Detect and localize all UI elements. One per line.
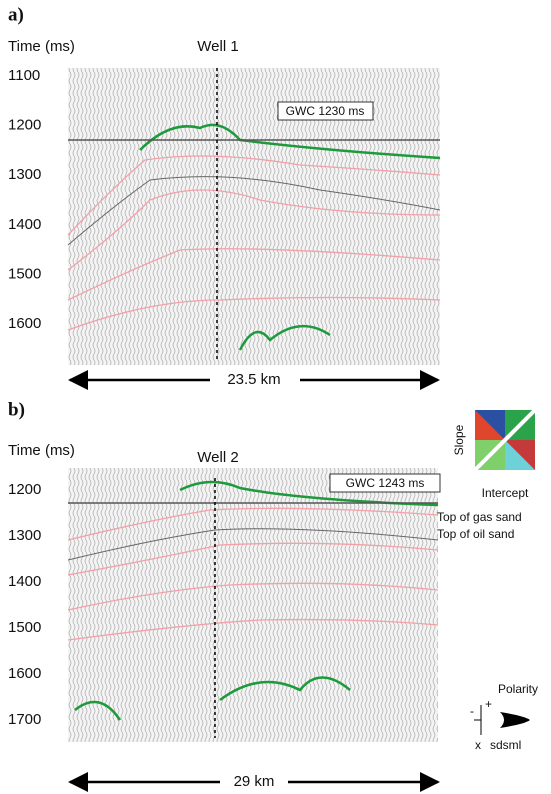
legend-polarity: Polarity: [498, 682, 538, 696]
y-tick-label: 1200: [8, 481, 41, 498]
y-tick-label: 1600: [8, 665, 41, 682]
seismic-section: [67, 468, 439, 742]
y-tick-label: 1700: [8, 711, 41, 728]
well-name: Well 2: [197, 449, 238, 466]
y-tick-label: 1100: [8, 67, 40, 84]
legend-x: x: [475, 738, 481, 752]
well-name: Well 1: [197, 38, 238, 55]
legend-top-gas: Top of gas sand: [437, 510, 522, 524]
seismic-section: [67, 68, 441, 365]
gwc-label: GWC 1243 ms: [346, 476, 425, 490]
gwc-label: GWC 1230 ms: [286, 104, 365, 118]
y-tick-label: 1600: [8, 315, 41, 332]
legend-plus: +: [485, 697, 492, 711]
legend-minus: -: [470, 704, 474, 718]
gwc-box: [329, 473, 441, 493]
polarity-wavelet: [500, 712, 530, 728]
panel-label: b): [8, 399, 25, 420]
legend-sdsml: sdsml: [490, 738, 521, 752]
legend-intercept: Intercept: [482, 486, 529, 500]
axis-title: Time (ms): [8, 442, 75, 459]
y-tick-label: 1400: [8, 573, 41, 590]
label-bg: [210, 370, 300, 390]
y-tick-label: 1300: [8, 166, 41, 183]
panel-label: a): [8, 4, 24, 25]
legend-top-oil: Top of oil sand: [437, 527, 514, 541]
y-tick-label: 1200: [8, 117, 41, 134]
y-tick-label: 1400: [8, 216, 41, 233]
gwc-box: [277, 101, 374, 121]
y-tick-label: 1500: [8, 265, 41, 282]
distance: 23.5 km: [227, 371, 280, 388]
legend-slope: Slope: [452, 424, 466, 455]
label-bg: [220, 772, 288, 792]
axis-title: Time (ms): [8, 38, 75, 55]
crossplot-key: [473, 408, 537, 472]
y-tick-label: 1300: [8, 527, 41, 544]
distance: 29 km: [234, 773, 275, 790]
y-tick-label: 1500: [8, 619, 41, 636]
